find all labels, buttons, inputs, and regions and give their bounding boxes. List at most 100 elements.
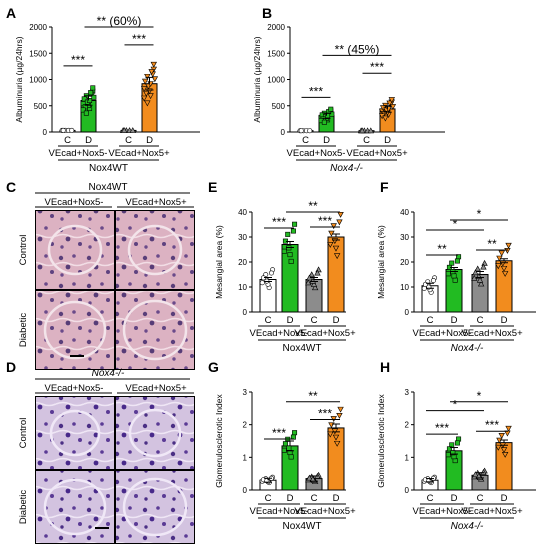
data-point	[472, 269, 479, 276]
micrograph-c-row2: Diabetic	[18, 313, 29, 348]
micrograph-c-diabetic-nox5pos	[116, 291, 194, 369]
data-point	[292, 430, 298, 436]
category-label: C	[311, 315, 318, 326]
data-point	[333, 253, 341, 260]
y-tick-label: 0	[405, 486, 410, 495]
micrograph-d-diabetic-nox5neg	[36, 471, 114, 543]
data-point	[367, 127, 374, 134]
data-point	[80, 107, 86, 113]
significance-label: *	[477, 207, 482, 221]
data-point	[430, 277, 436, 283]
category-label: D	[451, 493, 458, 504]
group-label: VEcad+Nox5-	[250, 328, 309, 339]
data-point	[450, 450, 456, 456]
data-point	[505, 425, 512, 432]
data-point	[451, 273, 457, 279]
data-point	[498, 433, 505, 439]
significance-label: *	[477, 389, 482, 403]
micrograph-panel-d: Nox4-/- VEcad+Nox5- VEcad+Nox5+ Control …	[18, 368, 195, 544]
micrograph-c-col2: VEcad+Nox5+	[125, 197, 187, 208]
y-axis-label: Glomerulosclerotic Index	[214, 393, 224, 487]
data-point	[121, 127, 128, 133]
y-tick-label: 20	[400, 258, 409, 267]
micrograph-d-control-nox5pos	[116, 397, 194, 469]
chart-title: Nox4WT	[283, 343, 322, 354]
y-tick-label: 500	[272, 102, 286, 111]
data-point	[287, 252, 293, 258]
data-point	[327, 431, 334, 438]
data-point	[480, 263, 487, 270]
y-tick-label: 1500	[29, 49, 47, 58]
panel-label-c: C	[6, 179, 16, 195]
data-point	[314, 269, 321, 276]
category-label: D	[85, 135, 92, 146]
data-point	[476, 276, 484, 283]
micrograph-c-control-nox5neg	[36, 211, 114, 289]
group-label: VEcad+Nox5+	[108, 148, 170, 159]
panel-label-h: H	[380, 359, 390, 375]
category-label: D	[501, 493, 508, 504]
significance-label: ***	[71, 53, 85, 67]
data-point	[504, 248, 511, 254]
y-tick-label: 0	[405, 308, 410, 317]
micrograph-d-row2: Diabetic	[18, 490, 29, 525]
data-point	[268, 270, 274, 276]
group-label: VEcad+Nox5+	[294, 506, 356, 517]
data-point	[307, 128, 313, 134]
category-label: C	[265, 315, 272, 326]
category-label: D	[384, 135, 391, 146]
data-point	[336, 413, 343, 419]
data-point	[298, 128, 304, 134]
y-tick-label: 1	[405, 453, 410, 462]
panel-label-e: E	[208, 179, 217, 195]
data-point	[292, 221, 298, 227]
y-axis-label: Mesangial area (%)	[376, 225, 386, 299]
y-tick-label: 1000	[29, 76, 47, 85]
group-label: VEcad+Nox5-	[413, 328, 472, 339]
data-point	[337, 406, 344, 413]
data-point	[281, 447, 287, 453]
y-tick-label: 1000	[267, 76, 285, 85]
significance-label: ***	[318, 214, 332, 228]
y-tick-label: 2	[243, 421, 248, 430]
data-point	[81, 96, 87, 102]
data-point	[386, 100, 393, 107]
category-label: D	[287, 315, 294, 326]
data-point	[305, 279, 312, 286]
data-point	[501, 271, 509, 277]
data-point	[505, 242, 512, 249]
data-point	[333, 440, 341, 447]
group-label: VEcad+Nox5+	[461, 506, 523, 517]
significance-label: **	[308, 199, 318, 213]
y-tick-label: 1	[243, 453, 248, 462]
data-point	[144, 73, 151, 80]
data-point	[495, 263, 502, 270]
chart-title: Nox4-/-	[330, 163, 363, 174]
group-label: VEcad+Nox5-	[413, 506, 472, 517]
panel-label-f: F	[380, 179, 389, 195]
category-label: D	[146, 135, 153, 146]
y-tick-label: 3	[243, 388, 248, 397]
micrograph-c-control-nox5pos	[116, 211, 194, 289]
data-point	[359, 127, 366, 134]
data-point	[285, 231, 291, 237]
data-point	[480, 469, 487, 475]
y-axis-label: Mesangial area (%)	[214, 225, 224, 299]
data-point	[281, 248, 287, 254]
category-label: D	[451, 315, 458, 326]
data-point	[87, 98, 93, 104]
data-point	[286, 445, 292, 451]
group-label: VEcad+Nox5+	[294, 328, 356, 339]
y-tick-label: 1500	[267, 49, 285, 58]
category-label: C	[302, 135, 309, 146]
data-point	[337, 212, 344, 218]
micrograph-c-row1: Control	[18, 235, 29, 266]
panel-label-d: D	[6, 359, 16, 375]
data-point	[454, 258, 460, 264]
category-label: C	[477, 493, 484, 504]
y-tick-label: 20	[238, 258, 247, 267]
data-point	[500, 447, 508, 454]
chart-b: 0 500 1000 1500 2000 Albuminuria (µg/24hrs) C D…	[252, 23, 445, 174]
